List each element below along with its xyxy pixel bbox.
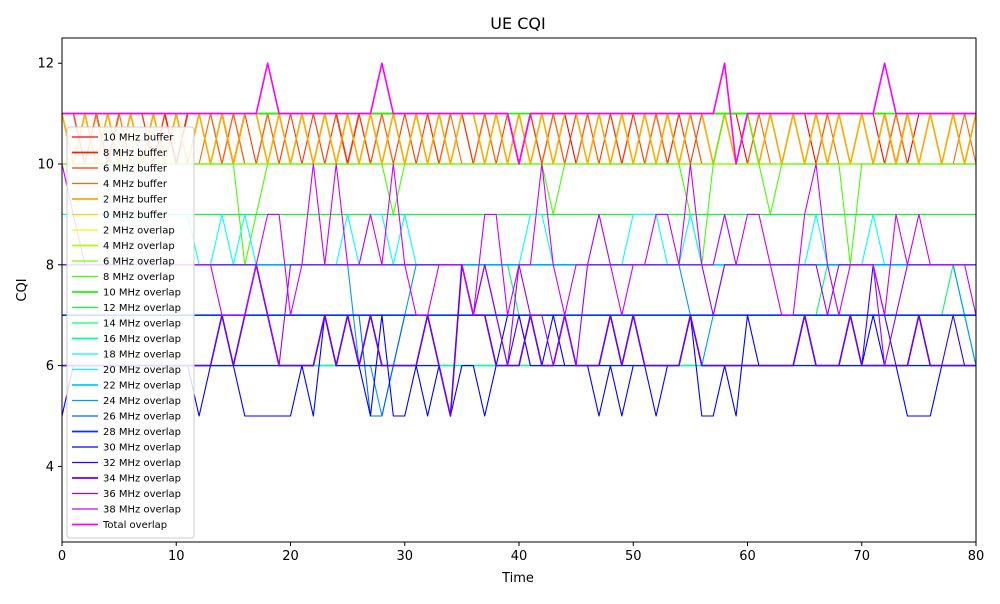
series-line-4-mhz-buffer	[61, 113, 977, 165]
legend-entry-label: 4 MHz overlap	[103, 241, 175, 252]
legend-entry-label: 0 MHz buffer	[103, 210, 168, 221]
legend-entry-label: 6 MHz overlap	[103, 257, 175, 268]
legend-entry-label: 32 MHz overlap	[103, 458, 181, 469]
y-tick-label: 10	[37, 158, 54, 173]
series-layer	[61, 62, 977, 417]
series-line-8-mhz-buffer	[62, 112, 976, 165]
x-tick-label: 40	[511, 549, 528, 564]
series-line-34-mhz-overlap	[62, 263, 976, 417]
legend-entry-label: 14 MHz overlap	[103, 319, 181, 330]
x-tick-label: 50	[625, 549, 642, 564]
series-line-32-mhz-overlap	[62, 264, 976, 417]
y-axis-label: CQI	[15, 278, 30, 301]
legend-entry-label: 38 MHz overlap	[103, 505, 181, 516]
x-tick-label: 20	[282, 549, 299, 564]
legend-entry-label: 20 MHz overlap	[103, 365, 181, 376]
series-line-20-mhz-overlap	[62, 213, 976, 266]
x-tick-label: 60	[739, 549, 756, 564]
legend-entry-label: 10 MHz buffer	[103, 133, 174, 144]
series-line-24-mhz-overlap	[62, 264, 977, 417]
x-tick-label: 10	[168, 549, 185, 564]
legend-entry-label: 8 MHz buffer	[103, 148, 168, 159]
series-line-38-mhz-overlap	[61, 163, 977, 316]
legend-entry-label: 18 MHz overlap	[103, 350, 181, 361]
y-tick-label: 4	[46, 460, 54, 475]
series-line-2-mhz-buffer	[61, 112, 977, 165]
legend-entry-label: 30 MHz overlap	[103, 443, 181, 454]
series-line-10-mhz-buffer	[62, 113, 977, 165]
legend-entry-label: 28 MHz overlap	[103, 427, 181, 438]
y-tick-label: 6	[46, 359, 54, 374]
legend-entry-label: 12 MHz overlap	[103, 303, 181, 314]
x-tick-label: 80	[968, 549, 985, 564]
legend-entry-label: 10 MHz overlap	[103, 288, 181, 299]
legend-entry-label: 26 MHz overlap	[103, 412, 181, 423]
x-axis-label: Time	[501, 571, 534, 586]
legend-entry-label: 2 MHz overlap	[103, 226, 175, 237]
x-tick-label: 30	[396, 549, 413, 564]
legend-entry-label: Total overlap	[102, 520, 167, 531]
legend-entry-label: 4 MHz buffer	[103, 179, 168, 190]
legend-box	[66, 126, 195, 539]
legend-entry-label: 36 MHz overlap	[103, 489, 181, 500]
x-tick-label: 0	[58, 549, 66, 564]
y-tick-label: 8	[46, 258, 54, 273]
legend-entry-label: 2 MHz buffer	[103, 195, 168, 206]
legend-entry-label: 16 MHz overlap	[103, 334, 181, 345]
x-axis: 0 10 20 30 40 50 60 70 80	[58, 542, 984, 564]
y-axis: 4 6 8 10 12	[37, 57, 62, 475]
x-tick-label: 70	[853, 549, 870, 564]
legend-entry-label: 6 MHz buffer	[103, 164, 168, 175]
legend-entry-label: 8 MHz overlap	[103, 272, 175, 283]
series-line-total-overlap	[62, 62, 976, 165]
legend-entry-label: 34 MHz overlap	[103, 474, 181, 485]
series-line-6-mhz-buffer	[62, 113, 977, 165]
legend: 10 MHz buffer 8 MHz buffer 6 MHz buffer 4 M…	[66, 126, 195, 539]
legend-entry-label: 22 MHz overlap	[103, 381, 181, 392]
legend-entry-label: 24 MHz overlap	[103, 396, 181, 407]
y-tick-label: 12	[37, 57, 54, 72]
series-line-8-mhz-overlap	[62, 113, 976, 266]
chart-title: UE CQI	[490, 14, 545, 33]
